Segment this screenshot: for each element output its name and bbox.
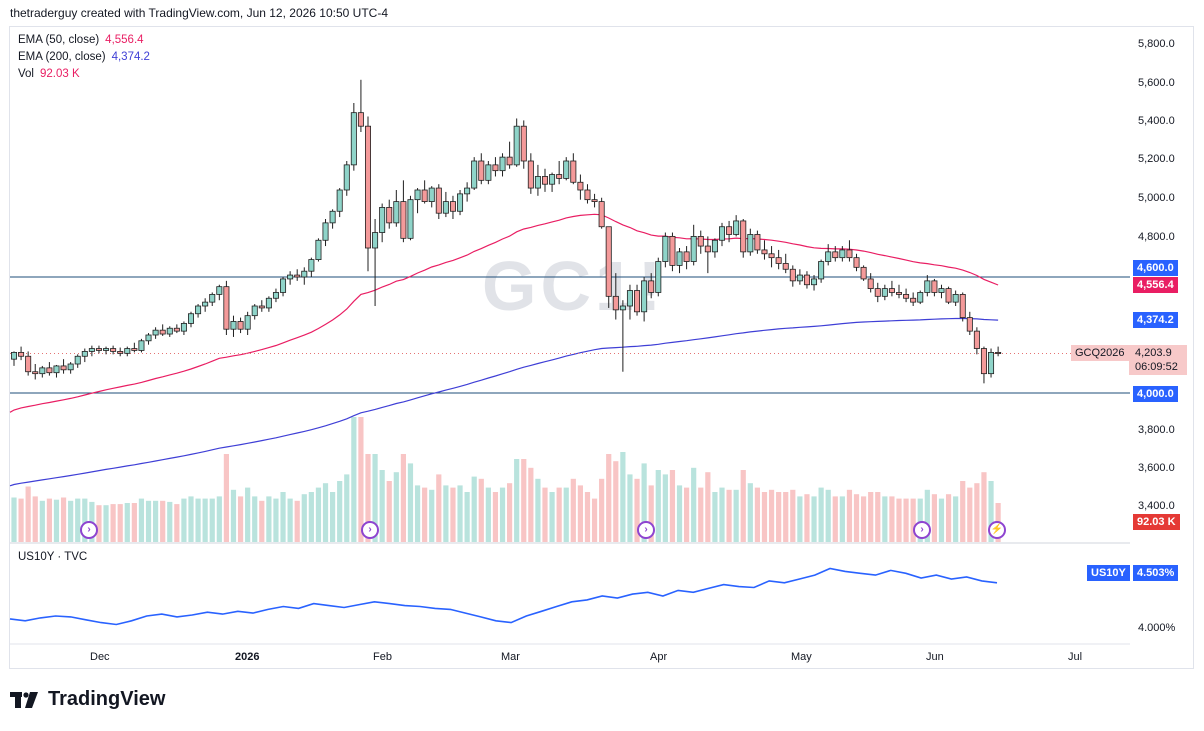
us10y-tick: 4.000% <box>1138 622 1176 634</box>
time-tick: Jun <box>926 651 944 663</box>
price-tick: 3,600.0 <box>1138 462 1175 474</box>
lightning-icon[interactable]: ⚡ <box>988 521 1006 539</box>
ema50-badge: 4,556.4 <box>1133 277 1178 293</box>
legend-ema200[interactable]: EMA (200, close) 4,374.2 <box>18 51 150 63</box>
time-tick: Feb <box>373 651 392 663</box>
price-tick: 5,600.0 <box>1138 77 1175 89</box>
tradingview-logo[interactable]: TradingView <box>10 688 165 711</box>
legend-ema50-value: 4,556.4 <box>105 34 144 46</box>
time-tick: Mar <box>501 651 520 663</box>
us10y-symbol-badge: US10Y <box>1087 565 1130 581</box>
legend-ema200-label: EMA (200, close) <box>18 51 106 63</box>
price-tick: 5,200.0 <box>1138 153 1175 165</box>
legend-vol-label: Vol <box>18 68 34 80</box>
time-tick: Apr <box>650 651 668 663</box>
event-flag-icon[interactable]: › <box>637 521 655 539</box>
legend-ema200-value: 4,374.2 <box>111 51 150 63</box>
legend-vol[interactable]: Vol 92.03 K <box>18 68 80 80</box>
chart-header: thetraderguy created with TradingView.co… <box>10 6 388 20</box>
price-tick: 5,400.0 <box>1138 115 1175 127</box>
price-tick: 3,400.0 <box>1138 500 1175 512</box>
legend-ema50[interactable]: EMA (50, close) 4,556.4 <box>18 34 144 46</box>
symbol-watermark: GC1! <box>482 247 666 325</box>
us10y-value-badge: 4.503% <box>1133 565 1179 581</box>
us10y-legend[interactable]: US10Y · TVC <box>18 551 88 563</box>
level-badge-4000: 4,000.0 <box>1133 386 1178 402</box>
legend-vol-value: 92.03 K <box>40 68 80 80</box>
time-tick: May <box>791 651 812 663</box>
chart-frame <box>9 26 1194 669</box>
price-tick: 4,800.0 <box>1138 231 1175 243</box>
volume-badge: 92.03 K <box>1133 514 1180 530</box>
level-badge-4600: 4,600.0 <box>1133 260 1178 276</box>
price-tick: 5,000.0 <box>1138 192 1175 204</box>
legend-ema50-label: EMA (50, close) <box>18 34 100 46</box>
current-price: 4,203.9 <box>1135 347 1172 359</box>
symbol-tag: GCQ2026 <box>1071 345 1129 361</box>
ema200-badge: 4,374.2 <box>1133 312 1178 328</box>
price-tick: 3,800.0 <box>1138 424 1175 436</box>
event-flag-icon[interactable]: › <box>80 521 98 539</box>
time-tick: Dec <box>90 651 110 663</box>
bar-countdown: 06:09:52 <box>1135 361 1178 373</box>
time-tick: Jul <box>1068 651 1083 663</box>
tradingview-logo-icon <box>10 691 38 708</box>
brand-name: TradingView <box>48 688 166 710</box>
time-tick: 2026 <box>235 651 260 663</box>
price-tick: 5,800.0 <box>1138 38 1175 50</box>
event-flag-icon[interactable]: › <box>361 521 379 539</box>
event-flag-icon[interactable]: › <box>913 521 931 539</box>
current-price-badge: 4,203.9 06:09:52 <box>1129 345 1187 375</box>
